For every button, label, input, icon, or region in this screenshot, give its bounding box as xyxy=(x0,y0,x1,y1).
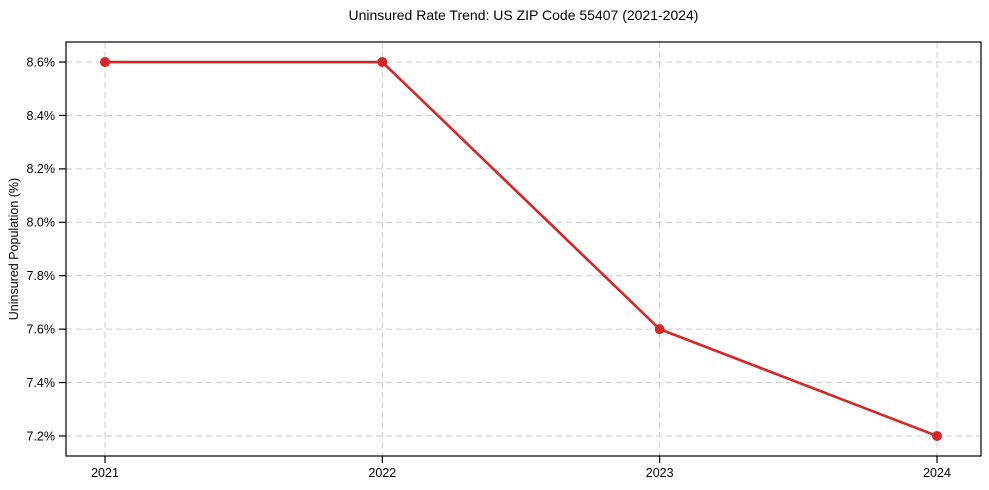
plot-border xyxy=(65,41,982,457)
x-tick-label: 2023 xyxy=(646,466,674,480)
chart-title: Uninsured Rate Trend: US ZIP Code 55407 … xyxy=(348,7,699,23)
data-point xyxy=(100,57,110,68)
y-tick-label: 8.2% xyxy=(27,162,56,176)
y-tick-label: 8.4% xyxy=(27,109,56,123)
y-tick-label: 7.4% xyxy=(27,376,56,390)
data-line xyxy=(103,60,939,438)
x-tick-label: 2024 xyxy=(923,466,951,480)
x-tick-label: 2021 xyxy=(91,466,119,480)
x-tick-label: 2022 xyxy=(368,466,396,480)
y-tick-label: 7.6% xyxy=(27,323,56,337)
y-tick-label: 8.0% xyxy=(27,216,56,230)
y-tick-label: 8.6% xyxy=(27,55,56,69)
y-tick-label: 7.8% xyxy=(27,269,56,283)
data-point xyxy=(932,430,942,441)
y-tick-label: 7.2% xyxy=(27,429,56,443)
data-point xyxy=(654,324,665,335)
data-point xyxy=(377,57,388,68)
